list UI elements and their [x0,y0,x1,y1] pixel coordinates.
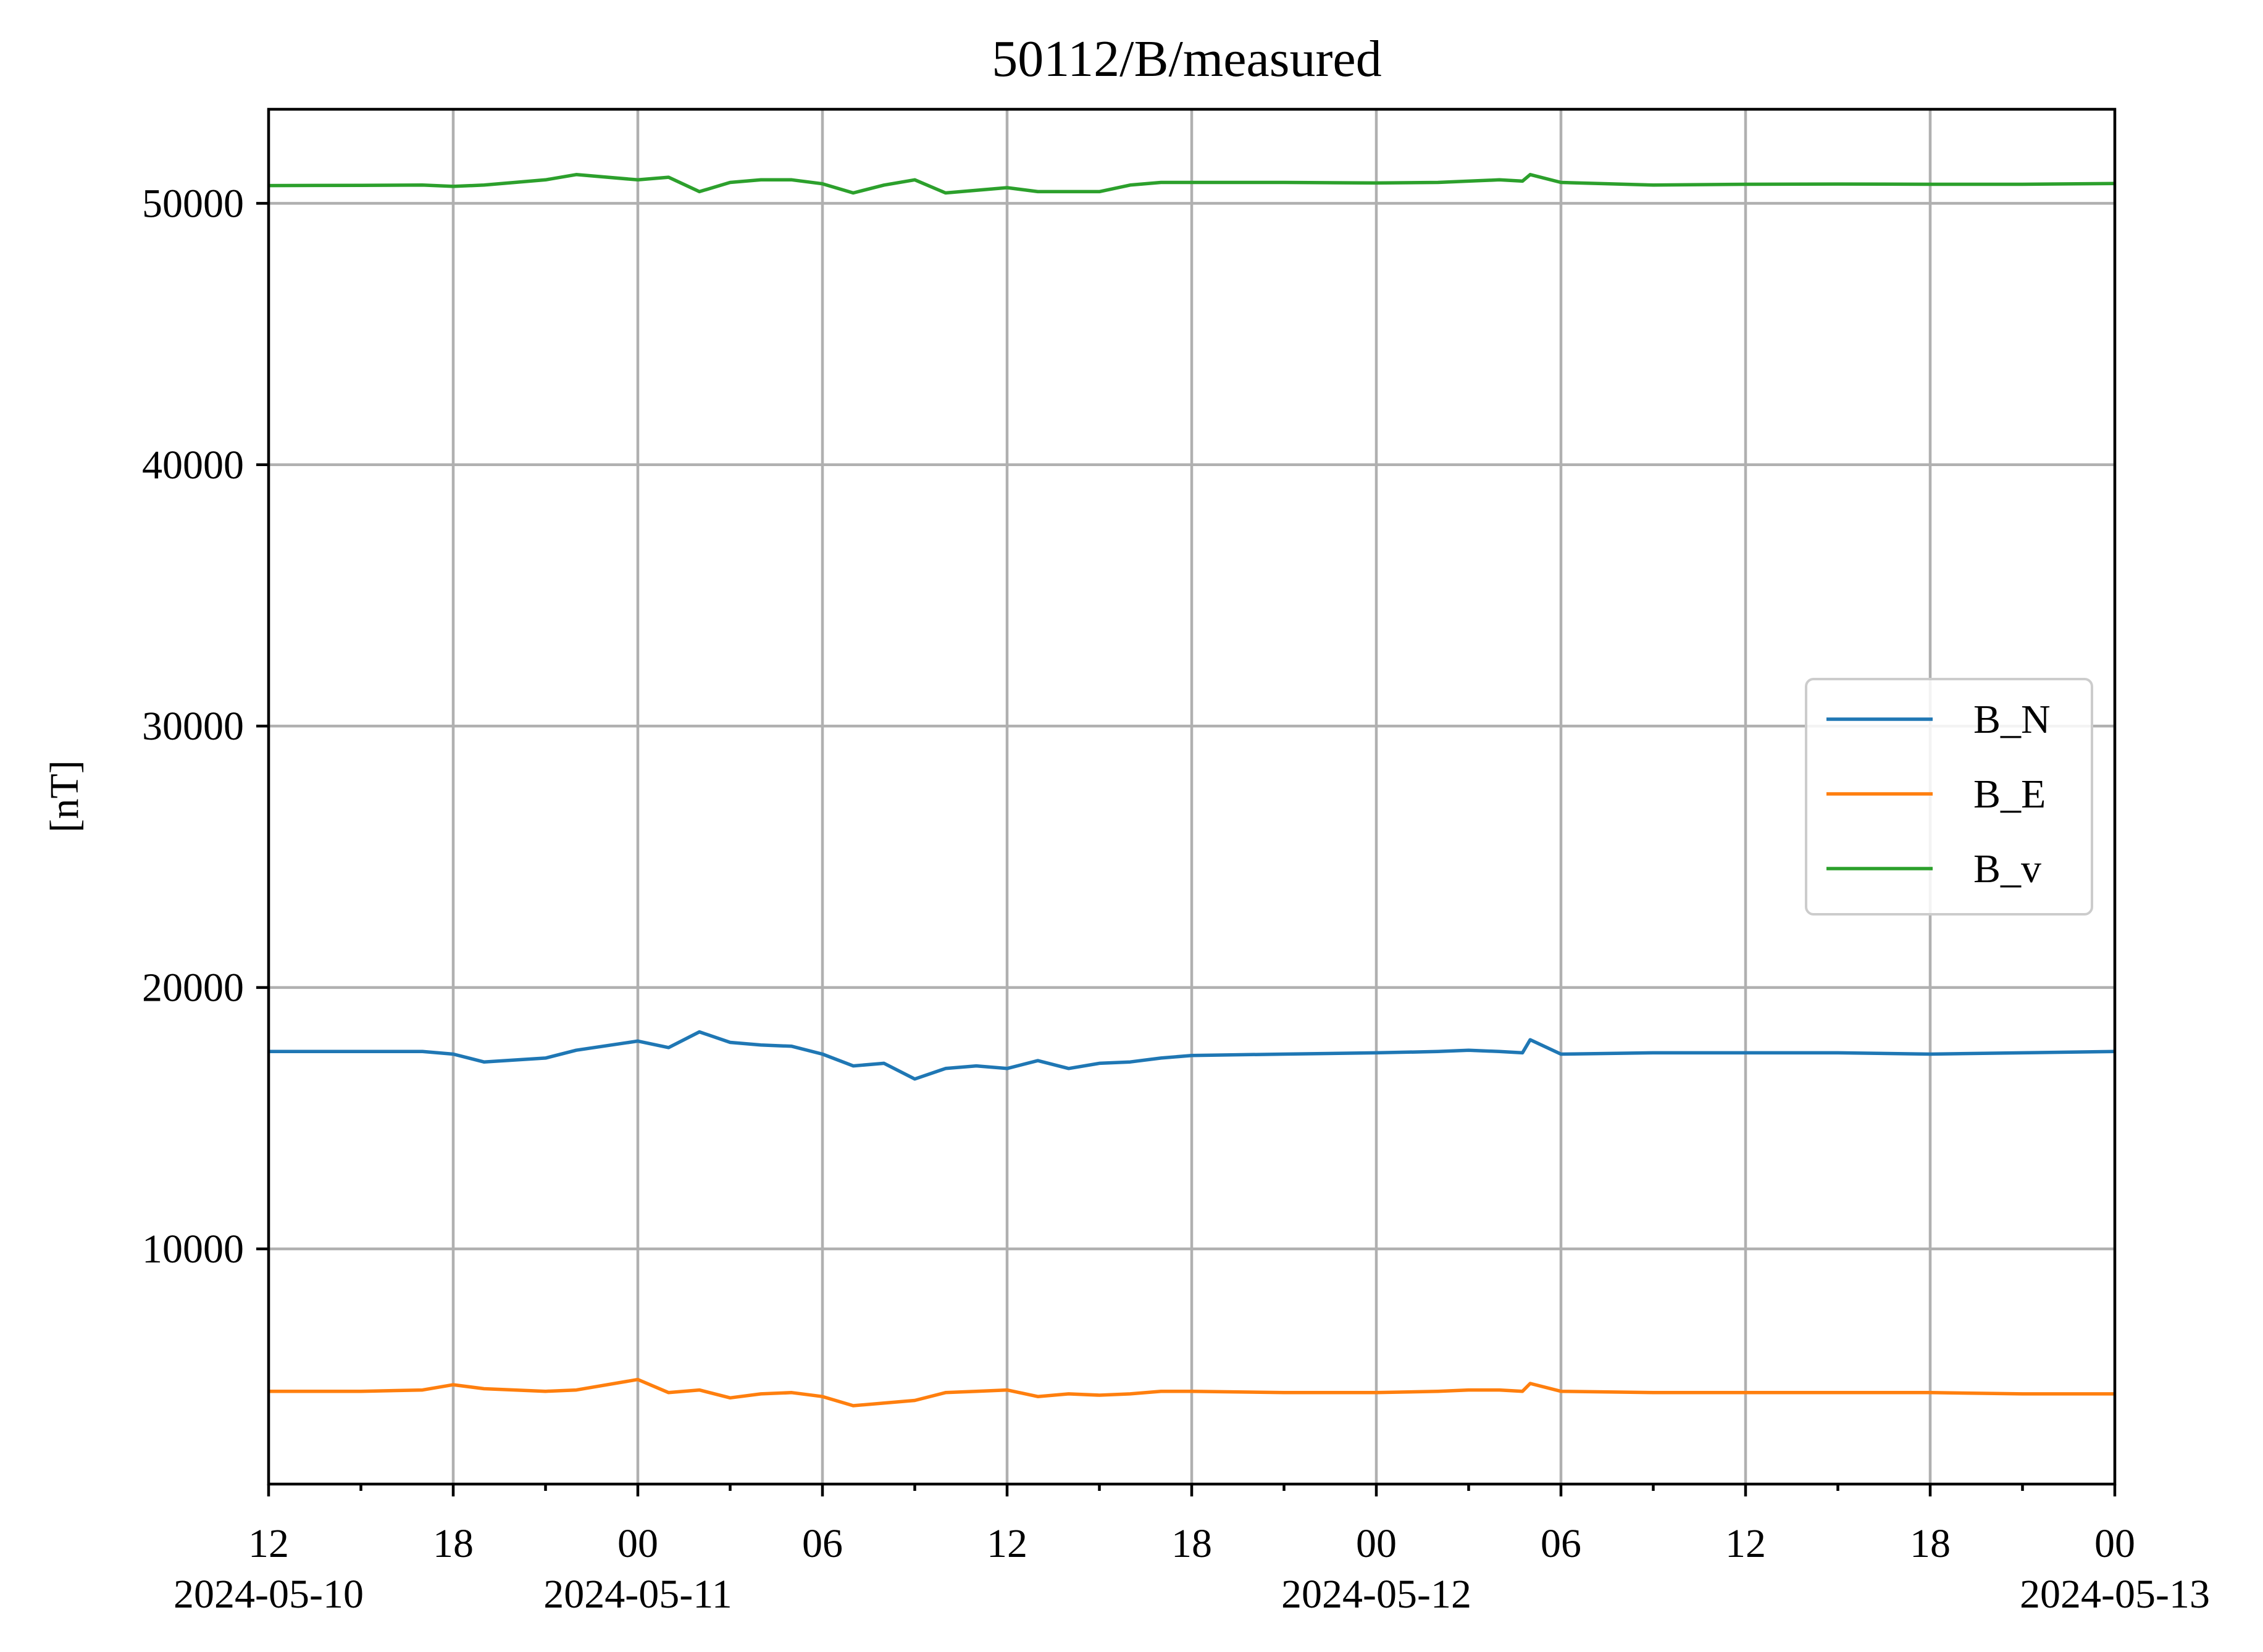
x-tick-label: 06 [1541,1521,1581,1566]
series-line-b-v [268,173,2115,195]
x-tick-label: 18 [1910,1521,1951,1566]
legend-label: B_E [1973,772,2046,817]
legend-box [1805,678,2093,916]
series-line-b-n [269,1030,2115,1081]
x-tick-label: 00 [617,1521,658,1566]
x-tick-label: 12 [248,1521,289,1566]
x-tick-date-label: 2024-05-13 [2020,1572,2210,1617]
chart-title: 50112/B/measured [992,30,1381,88]
x-tick-label: 12 [1725,1521,1766,1566]
x-tick-label: 18 [433,1521,474,1566]
series-line-b-e [269,1377,2115,1408]
x-tick-label: 12 [987,1521,1027,1566]
x-tick-date-label: 2024-05-10 [174,1572,364,1617]
x-tick-date-label: 2024-05-12 [1281,1572,1471,1617]
x-axis: 12 2024-05-10 18 00 2024-05-11 06 12 18 00 2024-0… [174,1484,2210,1617]
y-tick-label: 10000 [142,1227,244,1272]
y-tick-label: 40000 [142,443,244,488]
y-axis-label: [nT] [42,760,87,832]
x-tick-label: 06 [802,1521,843,1566]
y-tick-label: 30000 [142,704,244,749]
legend-label: B_N [1973,697,2051,742]
x-tick-date-label: 2024-05-11 [543,1572,732,1617]
legend-label: B_v [1973,846,2041,891]
y-axis: 10000 20000 30000 40000 50000 [142,181,269,1272]
legend: B_N B_E B_v [1805,678,2093,916]
y-tick-label: 20000 [142,966,244,1011]
series-lines [268,173,2115,1408]
x-tick-label: 18 [1171,1521,1212,1566]
y-tick-label: 50000 [142,181,244,226]
x-tick-label: 00 [1356,1521,1397,1566]
x-tick-label: 00 [2094,1521,2135,1566]
